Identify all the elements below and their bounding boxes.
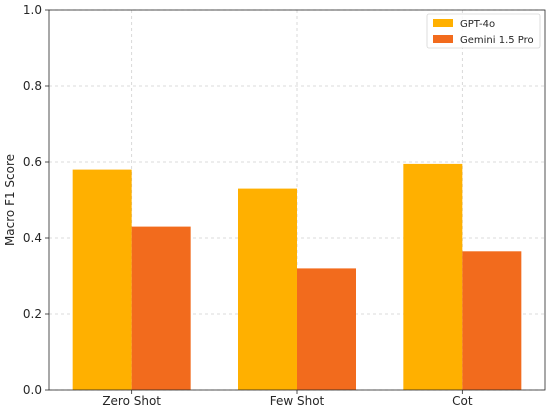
x-tick-label: Cot [452, 394, 473, 408]
y-tick-label: 1.0 [23, 3, 42, 17]
y-tick-label: 0.0 [23, 383, 42, 397]
y-axis-ticks: 0.0 0.2 0.4 0.6 0.8 1.0 [23, 3, 49, 397]
bars [72, 163, 522, 390]
y-tick-label: 0.8 [23, 79, 42, 93]
legend-label: Gemini 1.5 Pro [460, 35, 534, 46]
bar-gemini-1-5-pro-zero-shot [131, 226, 191, 390]
bar-gpt-4o-few-shot [238, 188, 297, 390]
legend: GPT-4o Gemini 1.5 Pro [426, 13, 541, 49]
x-axis-ticks: Zero Shot Few Shot Cot [102, 390, 473, 408]
legend-label: GPT-4o [460, 19, 495, 30]
legend-swatch [433, 19, 453, 27]
y-tick-label: 0.4 [23, 231, 42, 245]
x-tick-label: Zero Shot [102, 394, 161, 408]
bar-gemini-1-5-pro-few-shot [297, 268, 356, 390]
y-axis-title: Macro F1 Score [3, 154, 17, 246]
legend-swatch [433, 35, 453, 43]
legend-box [426, 13, 541, 49]
x-tick-label: Few Shot [270, 394, 325, 408]
y-tick-label: 0.2 [23, 307, 42, 321]
bar-gpt-4o-cot [403, 163, 463, 390]
bar-gpt-4o-zero-shot [72, 169, 132, 390]
bar-gemini-1-5-pro-cot [462, 251, 522, 390]
y-tick-label: 0.6 [23, 155, 42, 169]
